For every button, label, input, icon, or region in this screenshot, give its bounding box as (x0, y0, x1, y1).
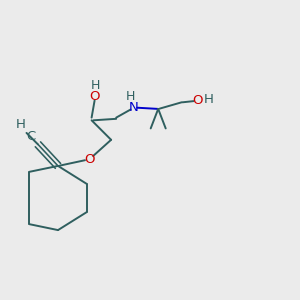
Text: H: H (126, 89, 135, 103)
Text: N: N (129, 101, 139, 114)
Text: O: O (192, 94, 202, 107)
Text: H: H (16, 118, 26, 130)
Text: H: H (204, 93, 214, 106)
Text: O: O (84, 153, 95, 166)
Text: O: O (89, 90, 100, 104)
Text: C: C (26, 130, 35, 143)
Text: H: H (91, 79, 101, 92)
